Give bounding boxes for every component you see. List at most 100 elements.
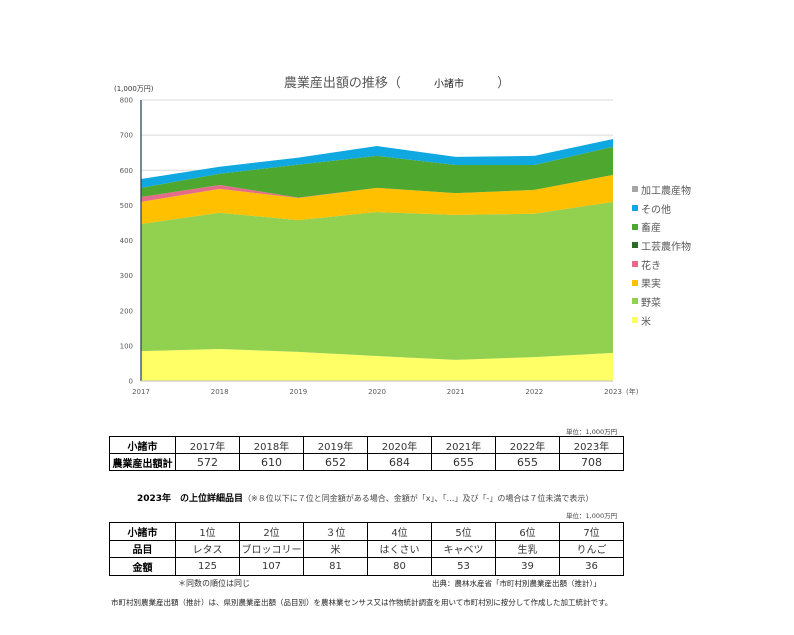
y-tick-label: 400 [120, 237, 133, 245]
legend-swatch-icon [632, 242, 638, 249]
legend-label: 畜産 [641, 223, 661, 235]
table-rank-row: 小諸市 1位 2位 ３位 4位 5位 6位 7位 [109, 522, 624, 541]
table-cell: 2022年 [495, 436, 560, 454]
table-cell: 2020年 [367, 436, 432, 454]
table-cell: 2021年 [431, 436, 496, 454]
table-cell: 53 [431, 557, 496, 576]
table-cell: ブロッコリー [239, 539, 304, 558]
table-cell: ３位 [303, 522, 368, 541]
table-cell: 81 [303, 557, 368, 576]
legend-swatch-icon [632, 186, 638, 193]
legend-item: 花き [632, 255, 691, 274]
legend-swatch-icon [632, 223, 638, 230]
y-axis-unit: (1,000万円) [114, 85, 154, 93]
table-amount-row: 金額 125 107 81 80 53 39 36 [109, 557, 624, 576]
table-cell: 小諸市 [109, 522, 176, 541]
table-cell: 生乳 [495, 539, 560, 558]
same-rank-note: ＊同数の順位は同じ [178, 579, 250, 588]
legend-label: 花き [641, 260, 661, 272]
x-tick-label: 2021 [447, 388, 465, 396]
x-axis-unit: (年) [626, 387, 639, 396]
table-cell: 2位 [239, 522, 304, 541]
table-cell: 5位 [431, 522, 496, 541]
y-tick-label: 600 [120, 167, 133, 175]
legend-item: 野菜 [632, 292, 691, 311]
table-cell: 7位 [559, 522, 624, 541]
area-series [141, 349, 613, 381]
table-cell: 125 [175, 557, 240, 576]
y-tick-label: 300 [120, 272, 133, 280]
x-tick-label: 2018 [211, 388, 229, 396]
y-tick-label: 100 [120, 342, 133, 350]
area-series [141, 138, 613, 188]
chart-title-text: 農業産出額の推移（ [283, 76, 401, 91]
y-tick-label: 0 [129, 378, 133, 386]
legend-swatch-icon [632, 317, 638, 324]
top-items-title-text: 2023年 の上位詳細品目 [137, 494, 244, 504]
table-cell: りんご [559, 539, 624, 558]
x-tick-label: 2020 [368, 388, 386, 396]
y-tick-label: 700 [120, 132, 133, 140]
legend-item: 加工農産物 [632, 180, 691, 199]
legend-item: その他 [632, 199, 691, 218]
y-tick-label: 200 [120, 307, 133, 315]
legend-swatch-icon [632, 279, 638, 286]
y-tick-label: 800 [120, 97, 133, 105]
x-tick-label: 2023 [604, 388, 622, 396]
chart-title-close: ） [497, 76, 511, 91]
table-cell: 農業産出額計 [109, 453, 176, 471]
table-cell: 107 [239, 557, 304, 576]
table2-unit: 単位：1,000万円 [566, 512, 618, 520]
table-cell: レタス [175, 539, 240, 558]
table1-unit: 単位：1,000万円 [566, 428, 618, 436]
area-series [141, 174, 613, 224]
legend-label: 加工農産物 [641, 185, 691, 197]
table-cell: 572 [175, 453, 240, 471]
legend-swatch-icon [632, 205, 638, 212]
legend-label: 野菜 [641, 297, 661, 309]
table-row: 農業産出額計 572 610 652 684 655 655 708 [109, 453, 624, 471]
chart-title-municipality: 小諸市 [434, 79, 464, 90]
table-cell: 655 [431, 453, 496, 471]
legend-label: 果実 [641, 279, 661, 291]
table-cell: 1位 [175, 522, 240, 541]
top-items-note: （※８位以下に７位と同金額がある場合、金額が「x」、「…」及び「-」の場合は７位… [243, 494, 594, 503]
table-cell: 金額 [109, 557, 176, 576]
x-tick-label: 2022 [525, 388, 543, 396]
table-cell: 652 [303, 453, 368, 471]
legend-swatch-icon [632, 298, 638, 305]
legend-item: 畜産 [632, 217, 691, 236]
table-cell: 2023年 [559, 436, 624, 454]
legend-item: 米 [632, 311, 691, 330]
table-header-row: 小諸市 2017年 2018年 2019年 2020年 2021年 2022年 … [109, 436, 624, 454]
table-cell: 2019年 [303, 436, 368, 454]
table-cell: 小諸市 [109, 436, 176, 454]
table-cell: 684 [367, 453, 432, 471]
legend-item: 果実 [632, 273, 691, 292]
table-cell: 80 [367, 557, 432, 576]
area-series [141, 146, 613, 198]
chart-title: 農業産出額の推移（ 小諸市 ） [0, 72, 794, 91]
source-note: 出典：農林水産省「市町村別農業産出額（推計）」 [432, 579, 601, 588]
chart-areas [141, 138, 613, 381]
area-series [141, 201, 613, 360]
chart-legend: 加工農産物その他畜産工芸農作物花き果実野菜米 [632, 180, 691, 330]
legend-label: 米 [641, 316, 651, 328]
x-axis-ticks: 2017 2018 2019 2020 2021 2022 2023 [132, 388, 622, 396]
table-cell: 655 [495, 453, 560, 471]
table-cell: 36 [559, 557, 624, 576]
x-tick-label: 2019 [289, 388, 307, 396]
x-tick-label: 2017 [132, 388, 150, 396]
table-cell: 39 [495, 557, 560, 576]
table-cell: 品目 [109, 539, 176, 558]
y-tick-label: 500 [120, 202, 133, 210]
table-cell: 2018年 [239, 436, 304, 454]
footnote: 市町村別農業産出額（推計）は、県別農業産出額（品目別）を農林業センサス又は作物統… [111, 598, 613, 607]
legend-swatch-icon [632, 261, 638, 268]
table-item-row: 品目 レタス ブロッコリー 米 はくさい キャベツ 生乳 りんご [109, 539, 624, 558]
legend-label: 工芸農作物 [641, 241, 691, 253]
y-axis-ticks: 0 100 200 300 400 500 600 700 800 [120, 97, 133, 386]
table-cell: 708 [559, 453, 624, 471]
table-cell: 2017年 [175, 436, 240, 454]
